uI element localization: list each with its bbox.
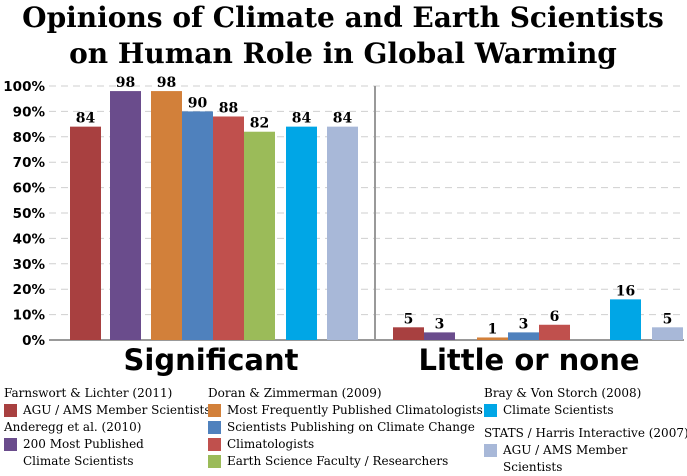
bar <box>652 327 683 340</box>
legend-swatch <box>208 404 221 417</box>
data-label: 3 <box>519 316 529 332</box>
y-tick-label: 70% <box>13 155 46 171</box>
legend-item: Climate Scientists <box>484 402 687 419</box>
bar <box>393 327 424 340</box>
y-tick-label: 10% <box>13 308 46 324</box>
legend-label: AGU / AMS Member Scientists <box>23 403 211 417</box>
legend-label: Climate Scientists <box>503 403 614 417</box>
y-tick-label: 20% <box>13 282 46 298</box>
legend-source: Doran & Zimmerman (2009) <box>208 386 382 400</box>
data-label: 5 <box>663 311 673 327</box>
data-label: 6 <box>550 309 560 325</box>
data-label: 82 <box>250 116 269 132</box>
legend-column-2: Doran & Zimmerman (2009) Most Frequently … <box>208 385 483 470</box>
legend-swatch <box>4 438 17 451</box>
data-label: 16 <box>616 283 635 299</box>
bar <box>151 91 182 340</box>
legend-column-3: Bray & Von Storch (2008) Climate Scientis… <box>484 385 687 476</box>
bar <box>182 111 213 341</box>
legend-source: STATS / Harris Interactive (2007) <box>484 426 687 440</box>
legend-swatch <box>484 444 497 457</box>
legend-label: Climatologists <box>227 437 315 451</box>
bar <box>244 131 275 340</box>
legend-source: Bray & Von Storch (2008) <box>484 386 642 400</box>
legend-source: Anderegg et al. (2010) <box>4 420 142 434</box>
data-label: 98 <box>157 75 176 91</box>
bar <box>508 332 539 340</box>
y-tick-label: 0% <box>22 333 45 349</box>
legend-swatch <box>208 438 221 451</box>
data-label: 98 <box>116 75 135 91</box>
data-label: 5 <box>404 311 414 327</box>
y-tick-label: 30% <box>13 257 46 273</box>
legend-swatch <box>208 455 221 468</box>
y-axis-ticks: 0% 10% 20% 30% 40% 50% 60% 70% 80% 90% 100% <box>3 79 45 349</box>
legend-item: Earth Science Faculty / Researchers <box>208 453 483 470</box>
y-tick-label: 40% <box>13 231 46 247</box>
legend-item: Most Frequently Published Climatologists <box>208 402 483 419</box>
y-tick-label: 80% <box>13 130 46 146</box>
legend-item: 200 Most Published Climate Scientists <box>4 436 211 470</box>
legend-label: 200 Most Published Climate Scientists <box>23 437 144 468</box>
legend-label: Scientists Publishing on Climate Change <box>227 420 475 434</box>
legend-swatch <box>4 404 17 417</box>
legend-item: Climatologists <box>208 436 483 453</box>
data-labels: 84 5 98 3 98 1 90 3 88 6 82 84 16 84 5 <box>76 75 673 337</box>
category-label: Significant <box>124 343 299 377</box>
y-tick-label: 100% <box>3 79 45 95</box>
legend-swatch <box>208 421 221 434</box>
category-label: Little or none <box>418 343 639 377</box>
legend-swatch <box>484 404 497 417</box>
gridlines <box>49 85 684 316</box>
data-label: 84 <box>333 111 353 127</box>
legend-label: Earth Science Faculty / Researchers <box>227 454 449 468</box>
bar <box>327 126 358 340</box>
bar <box>539 324 570 340</box>
data-label: 88 <box>219 100 238 116</box>
legend-source: Farnswort & Lichter (2011) <box>4 386 173 400</box>
data-label: 84 <box>76 111 96 127</box>
data-label: 84 <box>292 111 312 127</box>
bar <box>610 299 641 340</box>
chart-title-line-2: on Human Role in Global Warming <box>69 37 617 70</box>
legend-item: AGU / AMS Member Scientists <box>484 442 687 476</box>
chart-title-line-1: Opinions of Climate and Earth Scientists <box>22 1 664 34</box>
bar <box>110 91 141 340</box>
data-label: 90 <box>188 95 208 111</box>
bar <box>70 126 101 340</box>
bar <box>477 337 508 340</box>
bars <box>70 91 683 341</box>
legend-item: AGU / AMS Member Scientists <box>4 402 211 419</box>
bar <box>286 126 317 340</box>
legend-column-1: Farnswort & Lichter (2011) AGU / AMS Memb… <box>4 385 211 470</box>
bar <box>424 332 455 340</box>
y-tick-label: 90% <box>13 104 46 120</box>
data-label: 3 <box>435 316 445 332</box>
legend-label: Most Frequently Published Climatologists <box>227 403 483 417</box>
category-labels: Significant Little or none <box>124 343 640 377</box>
legend-item: Scientists Publishing on Climate Change <box>208 419 483 436</box>
data-label: 1 <box>488 321 498 337</box>
y-tick-label: 50% <box>13 206 46 222</box>
bar <box>213 116 244 340</box>
legend-label: AGU / AMS Member Scientists <box>503 443 628 474</box>
y-tick-label: 60% <box>13 181 46 197</box>
